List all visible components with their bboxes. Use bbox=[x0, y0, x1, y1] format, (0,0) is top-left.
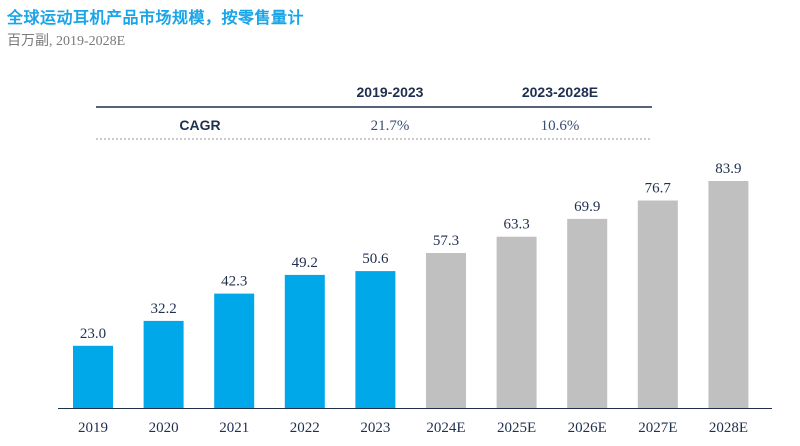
x-tick-label-2022: 2022 bbox=[290, 420, 320, 436]
bar-2024e bbox=[426, 253, 466, 408]
x-tick-label-2021: 2021 bbox=[219, 420, 249, 436]
bar-2023 bbox=[355, 271, 396, 408]
x-tick-label-2025e: 2025E bbox=[497, 420, 536, 436]
cagr-table: 2019-2023 2023-2028E CAGR 21.7% 10.6% bbox=[96, 84, 652, 140]
bar-2022 bbox=[284, 274, 325, 408]
bar-value-label-2027e: 76.7 bbox=[645, 181, 672, 197]
x-tick-labels-group: 2019 2020 2021 2022 2023 2024E 2025E 2026E 2027E… bbox=[78, 420, 748, 436]
bar-value-label-2023: 50.6 bbox=[362, 251, 389, 267]
x-tick-label-2026e: 2026E bbox=[568, 420, 607, 436]
bar-2021 bbox=[214, 293, 255, 408]
bar-value-label-2028e: 83.9 bbox=[715, 161, 741, 177]
x-tick-label-2027e: 2027E bbox=[638, 420, 677, 436]
x-tick-label-2028e: 2028E bbox=[709, 420, 748, 436]
bar-2020 bbox=[143, 320, 184, 408]
cagr-period-header-1: 2019-2023 bbox=[357, 84, 424, 100]
bar-2025e bbox=[496, 236, 537, 408]
chart-subtitle: 百万副, 2019-2028E bbox=[7, 34, 126, 49]
x-tick-label-2024e: 2024E bbox=[426, 420, 465, 436]
chart-title: 全球运动耳机产品市场规模，按零售量计 bbox=[7, 8, 305, 27]
bar-value-label-2024e: 57.3 bbox=[433, 233, 459, 249]
x-tick-label-2023: 2023 bbox=[360, 420, 390, 436]
cagr-value-2: 10.6% bbox=[541, 118, 580, 134]
x-tick-label-2019: 2019 bbox=[78, 420, 108, 436]
bar-value-label-2020: 32.2 bbox=[150, 301, 176, 317]
cagr-period-header-2: 2023-2028E bbox=[522, 84, 598, 100]
bars-group bbox=[73, 181, 749, 408]
cagr-row-label: CAGR bbox=[179, 117, 220, 133]
bar-2028e bbox=[708, 181, 749, 408]
bar-2026e bbox=[567, 218, 608, 408]
cagr-value-1: 21.7% bbox=[371, 118, 410, 134]
bar-2027e bbox=[637, 200, 678, 408]
bar-value-label-2025e: 63.3 bbox=[503, 217, 529, 233]
bar-2019 bbox=[73, 345, 113, 408]
bar-value-label-2019: 23.0 bbox=[80, 326, 106, 342]
bar-labels-group: 23.0 32.2 42.3 49.2 50.6 57.3 63.3 69.9 76.7 83.9 bbox=[80, 161, 742, 342]
bar-value-label-2021: 42.3 bbox=[221, 274, 247, 290]
bar-value-label-2026e: 69.9 bbox=[574, 199, 600, 215]
bar-value-label-2022: 49.2 bbox=[292, 255, 318, 271]
x-tick-label-2020: 2020 bbox=[149, 420, 179, 436]
